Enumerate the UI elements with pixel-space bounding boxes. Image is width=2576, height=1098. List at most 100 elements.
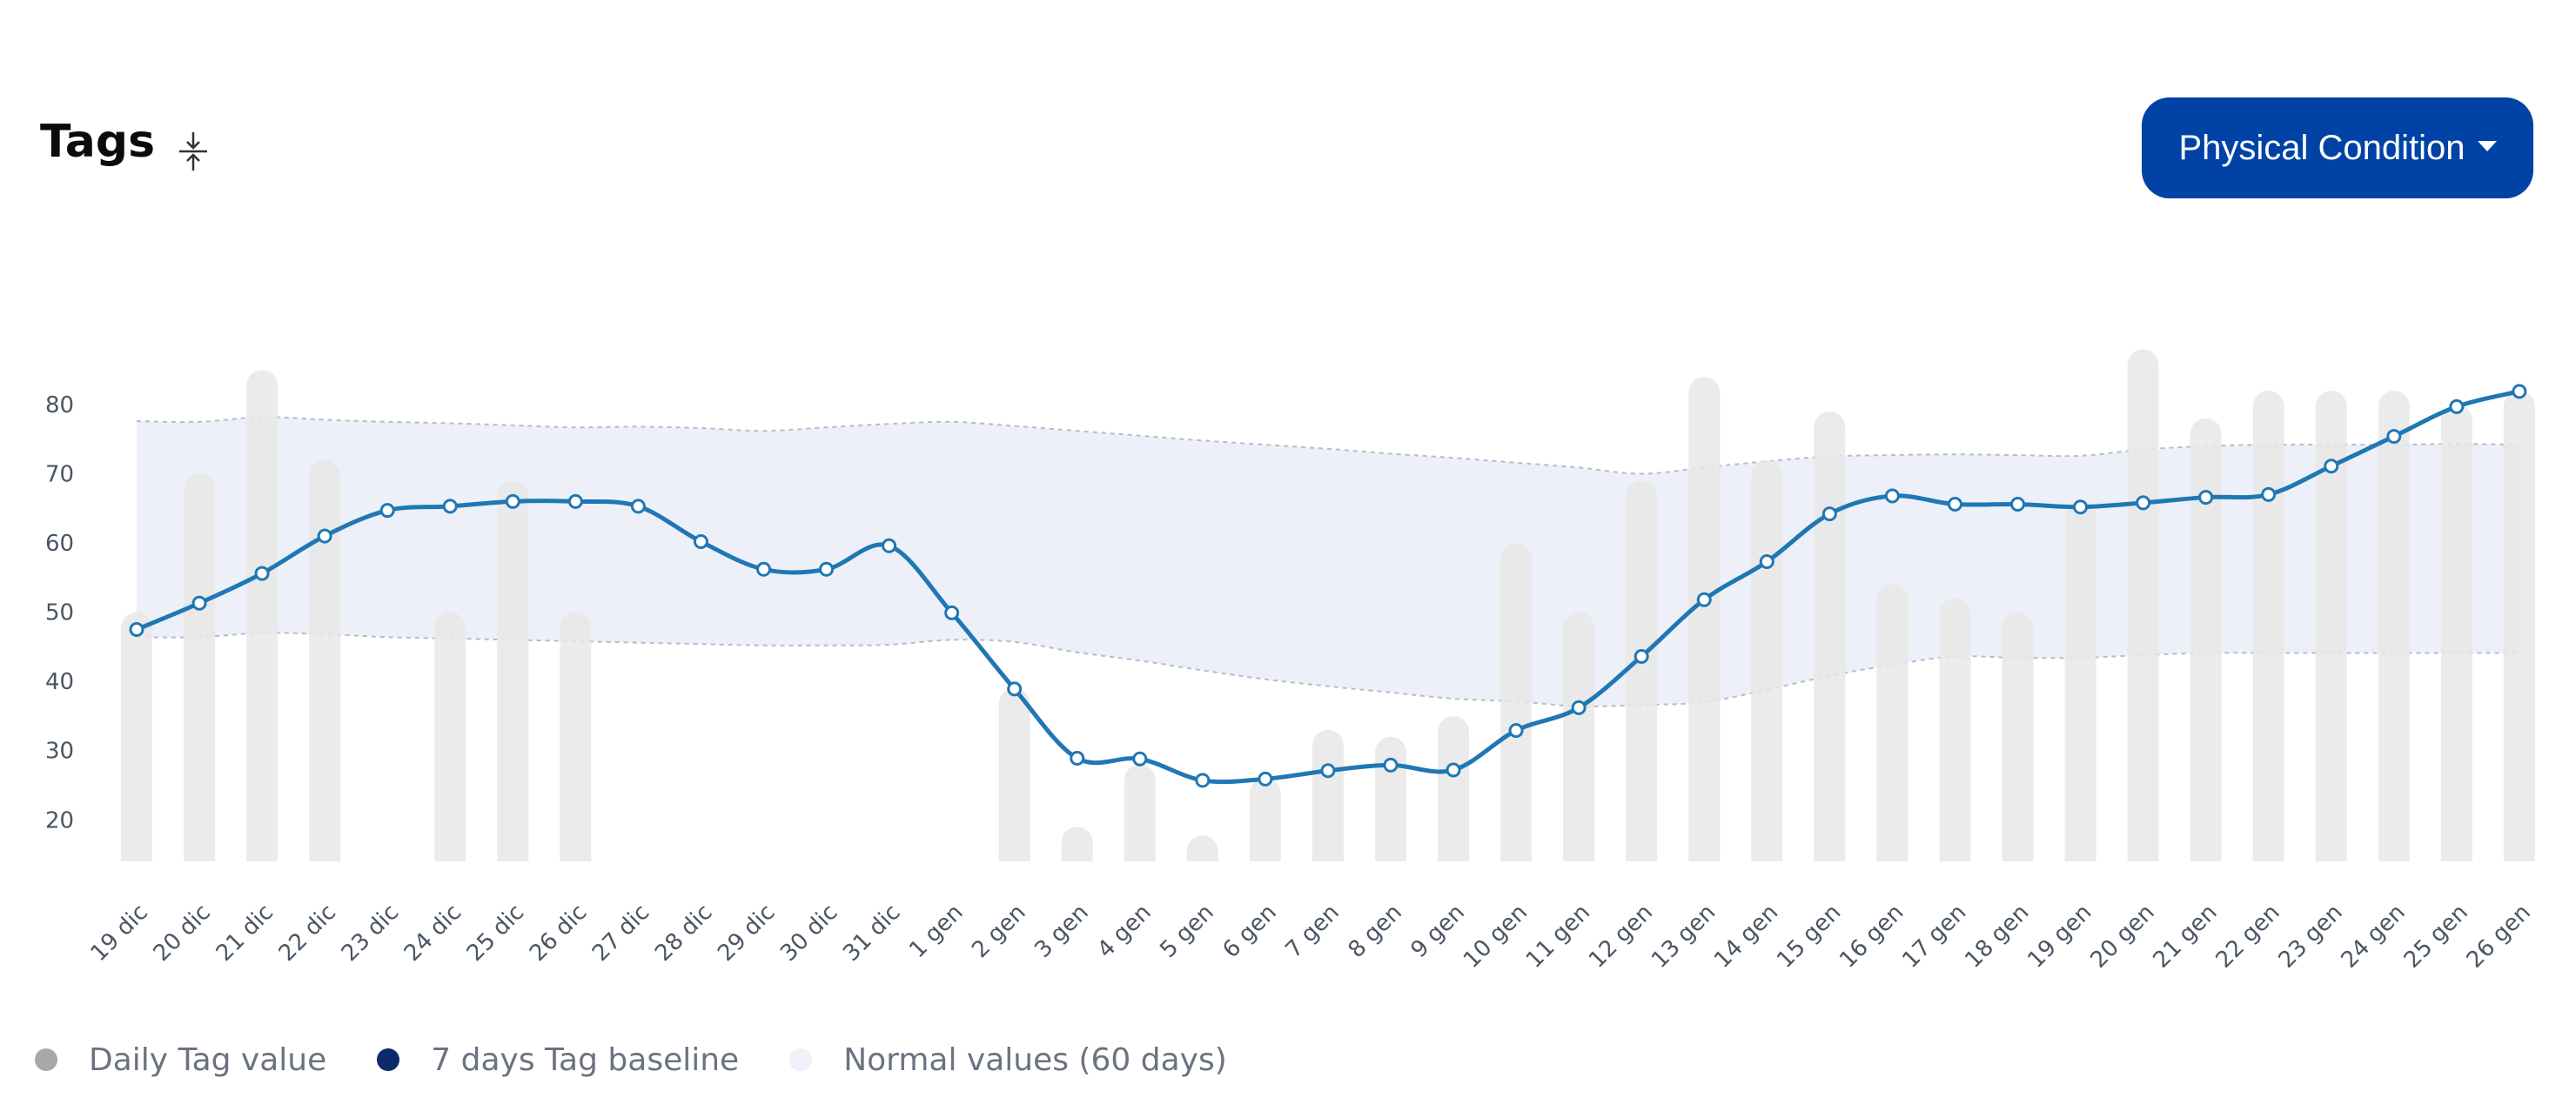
baseline-point [1070,750,1085,766]
x-tick-label: 27 dic [587,900,654,967]
baseline-point [1884,488,1900,504]
bar [1500,543,1533,861]
legend-label: 7 days Tag baseline [431,1041,740,1078]
baseline-point [1633,649,1649,665]
x-tick-label: 16 gen [1835,900,1909,974]
x-tick-label: 11 gen [1521,900,1595,974]
x-tick-label: 6 gen [1218,900,1281,963]
x-tick-label: 29 dic [713,900,780,967]
x-tick-label: 19 gen [2023,900,2096,974]
x-tick-label: 2 gen [967,900,1030,963]
baseline-point [882,538,897,553]
baseline-point [317,528,332,544]
x-tick-label: 20 dic [149,900,216,967]
baseline-point [1258,771,1273,787]
bar [1939,598,1971,861]
x-tick-label: 25 dic [462,900,529,967]
x-tick-label: 3 gen [1030,900,1093,963]
bar [2190,418,2222,861]
legend-item-daily[interactable]: Daily Tag value [35,1042,326,1078]
bar [2252,391,2284,861]
baseline-point [1508,723,1524,739]
bar [1124,764,1156,861]
x-tick-label: 25 gen [2399,900,2473,974]
x-tick-label: 5 gen [1155,900,1218,963]
x-tick-label: 24 gen [2337,900,2411,974]
x-tick-label: 28 dic [650,900,717,967]
x-tick-label: 30 dic [775,900,842,967]
baseline-point [2261,486,2277,502]
x-tick-label: 17 gen [1897,900,1971,974]
legend-label: Daily Tag value [89,1041,327,1078]
legend-item-baseline[interactable]: 7 days Tag baseline [377,1042,739,1078]
baseline-point [1195,773,1211,788]
bar [1688,377,1721,861]
bar [998,688,1030,861]
baseline-point [505,493,520,509]
x-tick-label: 31 dic [838,900,905,967]
baseline-point [2136,495,2151,511]
baseline-point [693,533,708,549]
y-tick-label: 60 [45,531,74,557]
dropdown-label: Physical Condition [2178,128,2465,167]
baseline-point [191,595,207,611]
y-axis: 20 30 40 50 60 70 80 [45,392,74,834]
x-tick-label: 1 gen [904,900,968,963]
bar [1751,459,1783,861]
bar [2440,404,2472,862]
baseline-point [2198,490,2214,505]
x-tick-label: 23 gen [2274,900,2348,974]
legend-marker [35,1048,57,1071]
x-tick-label: 26 gen [2462,900,2536,974]
y-tick-label: 50 [45,600,74,626]
x-tick-label: 15 gen [1772,900,1846,974]
baseline-path [136,389,2520,785]
baseline-point [567,493,583,509]
x-tick-label: 20 gen [2085,900,2159,974]
x-tick-label: 22 dic [274,900,341,967]
baseline-point [1696,592,1712,607]
collapse-vertical-icon[interactable] [176,131,211,172]
bar [1375,736,1406,861]
y-tick-label: 40 [45,669,74,695]
page-title: Tags [40,116,156,168]
bar [1311,729,1344,861]
header: Tags Physical Condition [0,0,2576,226]
caret-down-icon [2477,141,2497,151]
x-tick-label: 14 gen [1709,900,1783,974]
bar [434,612,466,861]
baseline-point [630,499,646,514]
bar [309,459,341,861]
baseline-point [819,561,835,577]
x-tick-label: 12 gen [1584,900,1658,974]
bar [246,370,278,861]
baseline-point [254,566,270,581]
baseline-point [379,503,395,519]
x-tick-label: 8 gen [1344,900,1407,963]
bar [1814,411,1846,861]
baseline-point [756,561,771,577]
legend-item-normal[interactable]: Normal values (60 days) [789,1042,1227,1078]
baseline-point [2010,497,2025,512]
category-dropdown-button[interactable]: Physical Condition [2142,97,2533,198]
baseline-point [1132,751,1148,767]
normal-band-lower [136,632,2519,707]
bar [184,473,216,861]
x-tick-label: 13 gen [1647,900,1721,974]
x-tick-label: 10 gen [1459,900,1533,974]
baseline-point [442,499,458,514]
bar [1563,612,1595,861]
x-tick-label: 7 gen [1281,900,1345,963]
x-tick-label: 21 dic [211,900,278,967]
baseline-point [1759,554,1774,570]
baseline-point [2324,459,2339,474]
bar [1061,827,1093,861]
baseline-point [1571,700,1587,715]
baseline-point [2512,384,2527,399]
x-tick-label: 23 dic [337,900,404,967]
baseline-point [2386,429,2402,445]
x-tick-label: 19 dic [86,900,153,967]
x-tick-label: 24 dic [399,900,466,967]
y-tick-label: 30 [45,739,74,765]
